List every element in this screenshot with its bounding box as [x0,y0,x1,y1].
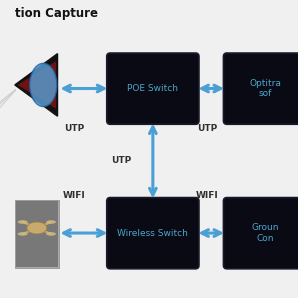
Text: tion Capture: tion Capture [15,7,98,21]
Text: UTP: UTP [64,124,85,133]
Text: Optitra
sof: Optitra sof [249,79,281,98]
Ellipse shape [18,232,28,236]
Ellipse shape [30,63,57,107]
Polygon shape [18,61,56,109]
Text: WIFI: WIFI [63,191,86,200]
FancyBboxPatch shape [224,53,298,124]
FancyBboxPatch shape [15,200,59,268]
Text: UTP: UTP [111,156,132,165]
FancyBboxPatch shape [107,53,199,124]
Ellipse shape [46,220,56,224]
Text: Groun
Con: Groun Con [252,224,279,243]
Ellipse shape [18,220,28,224]
Text: WIFI: WIFI [195,191,218,200]
Text: UTP: UTP [197,124,217,133]
FancyBboxPatch shape [224,198,298,269]
FancyBboxPatch shape [107,198,199,269]
FancyBboxPatch shape [16,201,58,267]
Text: Wireless Switch: Wireless Switch [117,229,188,238]
Polygon shape [15,54,58,116]
Text: POE Switch: POE Switch [127,84,179,93]
Ellipse shape [46,232,56,236]
Ellipse shape [27,222,47,234]
